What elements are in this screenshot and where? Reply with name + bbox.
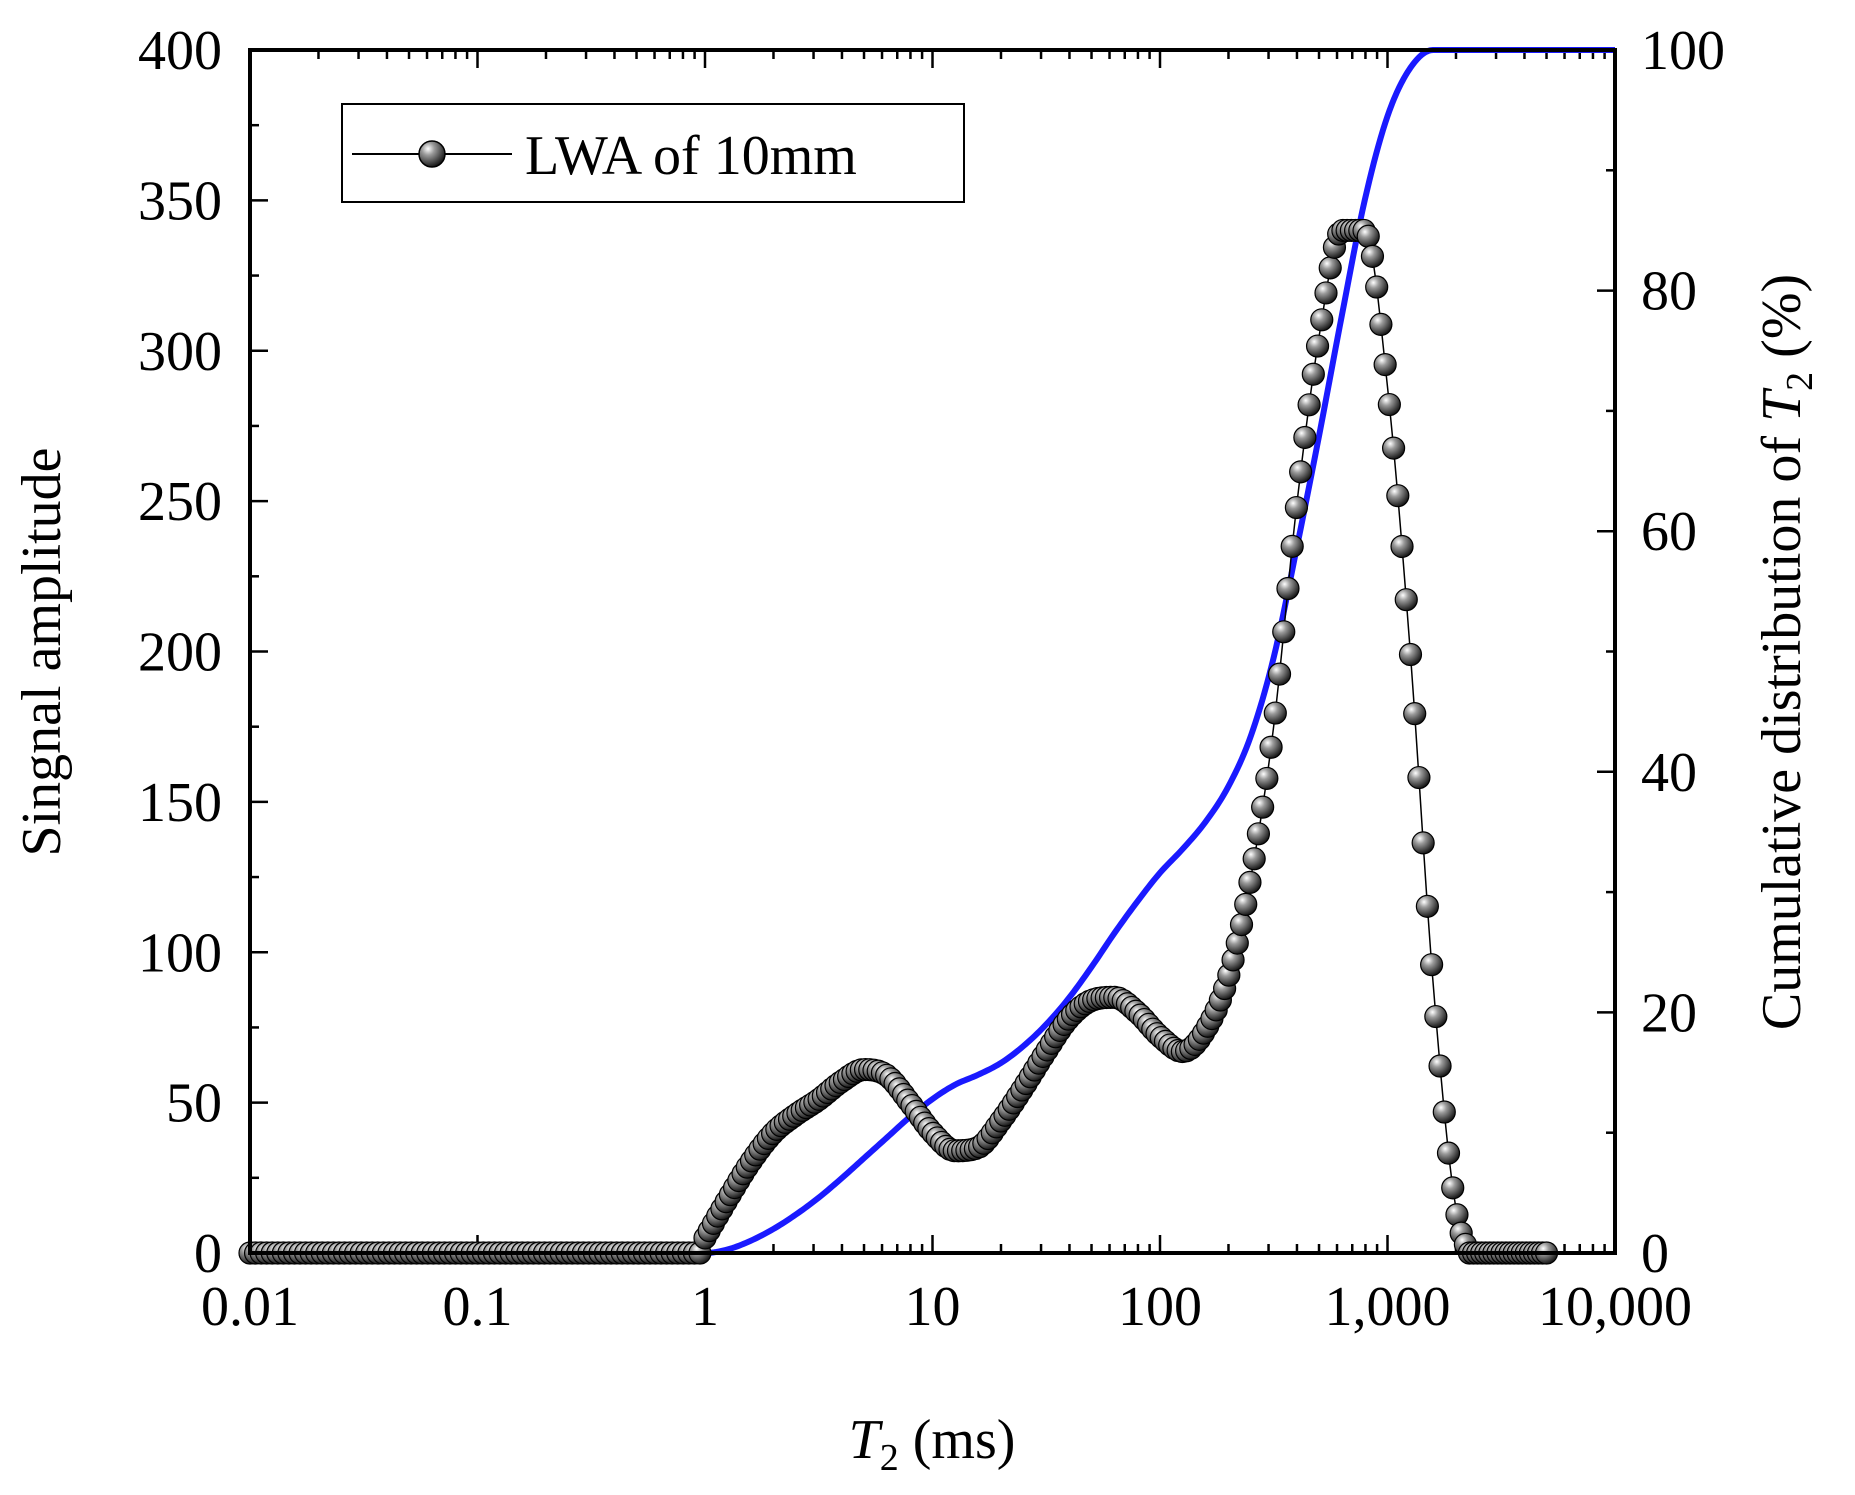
signal-point [1284,495,1309,520]
signal-point [1255,766,1279,791]
signal-point [1415,894,1439,918]
signal-point [1301,362,1325,386]
signal-point [1403,702,1427,726]
signal-point [1238,870,1262,894]
x-axis-title-unit: (ms) [899,1409,1016,1471]
y-axis-right-title-sub: 2 [1779,372,1821,391]
x-tick-label: 1,000 [1325,1276,1451,1338]
signal-point [1369,312,1393,337]
signal-point [1314,281,1338,305]
y-right-tick-label: 80 [1641,261,1697,323]
y-right-tick-label: 100 [1641,20,1725,82]
y-left-tick-label: 400 [138,20,222,82]
x-axis-title-var: T [849,1409,884,1471]
signal-point [1251,795,1275,819]
signal-point [1420,953,1444,977]
signal-point [1386,484,1410,508]
signal-point [1407,765,1431,790]
signal-point [1289,460,1313,484]
y-left-tick-label: 50 [166,1073,222,1135]
y-left-tick-label: 150 [138,772,222,834]
signal-point [1441,1176,1465,1200]
y-right-tick-label: 40 [1641,742,1697,804]
y-left-tick-label: 100 [138,922,222,984]
tick-labels: 0.01 0.1 1 10 100 1,000 10,0000501001502002503… [138,20,1725,1338]
y-left-tick-label: 300 [138,321,222,383]
signal-point [1297,393,1321,417]
y-left-tick-label: 350 [138,170,222,232]
signal-point [1246,822,1271,846]
signal-point [1276,576,1300,601]
signal-point [1267,662,1292,686]
signal-point [1432,1100,1456,1124]
signal-point [1259,735,1283,759]
plot-frame [248,48,1617,1255]
signal-point [1377,392,1401,417]
signal-point [1229,912,1254,937]
signal-point [1436,1141,1461,1165]
x-tick-label: 0.01 [201,1276,299,1338]
y-right-tick-label: 60 [1641,501,1697,563]
y-axis-right-title-post: (%) [1751,274,1813,372]
signal-series [238,218,1559,1265]
y-axis-right-title-var: T [1751,387,1813,422]
y-left-tick-label: 200 [138,622,222,684]
signal-point [1318,256,1342,280]
x-axis-title-sub: 2 [880,1437,899,1479]
signal-point [1360,244,1385,268]
x-tick-label: 0.1 [443,1276,513,1338]
signal-point [1394,588,1418,612]
signal-point [1365,275,1389,299]
signal-point [1428,1054,1452,1078]
signal-point [1411,831,1435,855]
y-left-tick-label: 0 [194,1223,222,1285]
signal-point [1398,642,1423,667]
signal-point [1424,1004,1448,1029]
legend-label: LWA of 10mm [525,125,857,187]
legend: LWA of 10mm [341,103,965,203]
signal-point [1263,701,1287,725]
signal-point [1280,534,1304,558]
y-axis-right-title: Cumulative distribution of T2 (%) [1751,274,1821,1030]
signal-point [1234,892,1258,916]
x-tick-label: 1 [691,1276,719,1338]
signal-point [1272,620,1296,644]
signal-point [1381,436,1406,460]
signal-point [1390,534,1414,559]
x-tick-label: 10,000 [1538,1276,1692,1338]
y-axis-left-title: Singnal amplitude [11,447,73,856]
signal-point [1310,308,1334,332]
legend-marker [418,140,446,168]
y-axis-right-title-pre: Cumulative distribution of [1751,422,1813,1030]
y-left-tick-label: 250 [138,471,222,533]
signal-point [1293,425,1317,450]
y-right-tick-label: 20 [1641,982,1697,1044]
signal-point [1305,334,1330,358]
x-tick-label: 100 [1118,1276,1202,1338]
signal-point [1356,224,1380,248]
y-right-tick-label: 0 [1641,1223,1669,1285]
x-axis-title: T2 (ms) [849,1409,1016,1479]
signal-point [1373,352,1397,377]
x-tick-label: 10 [905,1276,961,1338]
signal-point [1242,847,1266,871]
